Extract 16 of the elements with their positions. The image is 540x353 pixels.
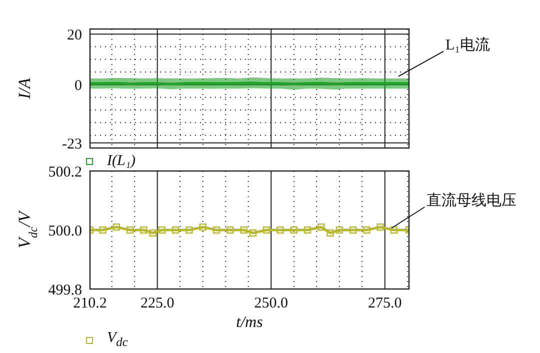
annotation: 直流母线电压: [426, 192, 517, 209]
legend-label: V$_{dc}$: [107, 330, 128, 350]
x-tick-label: 210.2: [73, 296, 107, 312]
y-tick-label: 500.2: [48, 164, 82, 180]
legend-label: I(L₁): [107, 153, 136, 170]
annotation: L₁电流: [446, 36, 490, 54]
y-tick-label: 499.8: [48, 282, 82, 298]
x-tick-label: 225.0: [140, 296, 174, 312]
x-tick-label: 275.0: [368, 296, 402, 312]
x-tick-label: 250.0: [254, 296, 288, 312]
y-tick-label: -23: [62, 136, 82, 152]
y-tick-label: 20: [67, 27, 82, 44]
y-axis-title: I/A: [15, 78, 34, 100]
x-axis-title: t/ms: [236, 314, 263, 331]
y-tick-label: 0: [74, 78, 82, 94]
y-tick-label: 500.0: [48, 223, 82, 240]
